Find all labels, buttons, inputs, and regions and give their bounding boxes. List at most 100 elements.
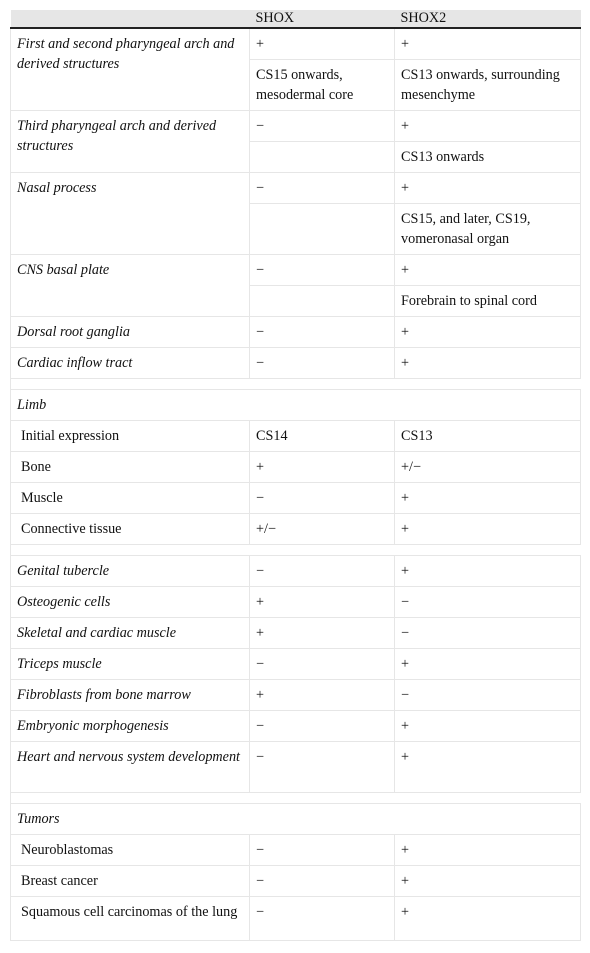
spacer-row: [10, 544, 581, 556]
shox2-detail: CS13 onwards, surrounding mesenchyme: [394, 59, 581, 111]
table-row: CS15, and later, CS19, vomeronasal organ: [11, 203, 581, 255]
shox-value: −: [249, 347, 395, 379]
shox2-detail: CS13 onwards: [394, 141, 581, 173]
table-row: Cardiac inflow tract − +: [10, 347, 581, 379]
row-label: Fibroblasts from bone marrow: [10, 679, 250, 711]
shox-value: −: [249, 865, 395, 897]
shox2-value: +: [394, 110, 581, 142]
row-label: CNS basal plate: [10, 254, 250, 317]
section-row-tumors: Tumors: [10, 803, 581, 835]
row-label: Breast cancer: [10, 865, 250, 897]
table-row: Muscle − +: [10, 482, 581, 514]
shox-value: −: [249, 316, 395, 348]
shox2-value: +: [394, 28, 581, 60]
shox-value: −: [249, 710, 395, 742]
shox2-value: +: [394, 513, 581, 545]
spacer-cell: [10, 792, 581, 804]
shox2-value: +: [394, 648, 581, 680]
section-row-limb: Limb: [10, 389, 581, 421]
shox2-value: +: [394, 316, 581, 348]
shox-detail: [249, 203, 395, 255]
row-label: Nasal process: [10, 172, 250, 255]
table-header-row: SHOX SHOX2: [10, 10, 581, 29]
table-row: Genital tubercle − +: [10, 555, 581, 587]
shox2-value: +: [394, 555, 581, 587]
row-label: Third pharyngeal arch and derived struct…: [10, 110, 250, 173]
shox2-value: CS13: [394, 420, 581, 452]
table-row: Skeletal and cardiac muscle + −: [10, 617, 581, 649]
shox2-value: +/−: [394, 451, 581, 483]
spacer-row: [10, 378, 581, 390]
table-row: Neuroblastomas − +: [10, 834, 581, 866]
shox2-value: −: [394, 679, 581, 711]
table-row: CS13 onwards: [11, 141, 581, 173]
expression-table: SHOX SHOX2 First and second pharyngeal a…: [10, 10, 581, 941]
spacer-cell: [10, 544, 581, 556]
shox-value: −: [249, 555, 395, 587]
table-row: Squamous cell carcinomas of the lung − +: [10, 896, 581, 941]
shox2-value: +: [394, 710, 581, 742]
header-empty: [10, 10, 250, 29]
row-label: Triceps muscle: [10, 648, 250, 680]
row-label: Initial expression: [10, 420, 250, 452]
table-row: Heart and nervous system development − +: [10, 741, 581, 793]
row-label: Osteogenic cells: [10, 586, 250, 618]
table-row: CS15 onwards, mesodermal core CS13 onwar…: [11, 59, 581, 111]
shox2-value: +: [394, 254, 581, 286]
shox2-value: −: [394, 586, 581, 618]
shox-value: −: [249, 482, 395, 514]
header-shox2: SHOX2: [394, 10, 581, 29]
shox2-detail: Forebrain to spinal cord: [394, 285, 581, 317]
spacer-cell: [10, 378, 581, 390]
row-label: Bone: [10, 451, 250, 483]
row-label: Heart and nervous system development: [10, 741, 250, 793]
header-shox: SHOX: [249, 10, 395, 29]
shox-detail: [249, 285, 395, 317]
section-label-limb: Limb: [10, 389, 581, 421]
table-row: Fibroblasts from bone marrow + −: [10, 679, 581, 711]
shox2-value: +: [394, 741, 581, 793]
spacer-row: [10, 792, 581, 804]
table-row: Triceps muscle − +: [10, 648, 581, 680]
row-label: Dorsal root ganglia: [10, 316, 250, 348]
table-row: Third pharyngeal arch and derived struct…: [10, 110, 581, 173]
expression-table-container: SHOX SHOX2 First and second pharyngeal a…: [10, 10, 581, 941]
shox2-value: +: [394, 834, 581, 866]
shox2-value: +: [394, 172, 581, 204]
shox-value: +: [249, 28, 395, 60]
shox2-value: +: [394, 347, 581, 379]
table-row: Embryonic morphogenesis − +: [10, 710, 581, 742]
shox2-value: +: [394, 482, 581, 514]
table-row: Connective tissue +/− +: [10, 513, 581, 545]
shox-value: +: [249, 617, 395, 649]
row-label: Connective tissue: [10, 513, 250, 545]
row-label: Genital tubercle: [10, 555, 250, 587]
shox2-value: −: [394, 617, 581, 649]
shox-value: +/−: [249, 513, 395, 545]
row-label: Embryonic morphogenesis: [10, 710, 250, 742]
shox-value: +: [249, 586, 395, 618]
row-label: Cardiac inflow tract: [10, 347, 250, 379]
shox2-value: +: [394, 865, 581, 897]
section-label-tumors: Tumors: [10, 803, 581, 835]
row-label: First and second pharyngeal arch and der…: [10, 28, 250, 111]
table-row: Bone + +/−: [10, 451, 581, 483]
shox-value: CS14: [249, 420, 395, 452]
shox-value: +: [249, 679, 395, 711]
table-row: First and second pharyngeal arch and der…: [10, 28, 581, 111]
shox-value: −: [249, 110, 395, 142]
row-label: Muscle: [10, 482, 250, 514]
shox-value: +: [249, 451, 395, 483]
row-label: Skeletal and cardiac muscle: [10, 617, 250, 649]
shox-value: −: [249, 648, 395, 680]
table-row: Osteogenic cells + −: [10, 586, 581, 618]
shox-detail: CS15 onwards, mesodermal core: [249, 59, 395, 111]
table-row: Dorsal root ganglia − +: [10, 316, 581, 348]
shox-value: −: [249, 741, 395, 793]
row-label: Squamous cell carcinomas of the lung: [10, 896, 250, 941]
shox-value: −: [249, 172, 395, 204]
table-row: Breast cancer − +: [10, 865, 581, 897]
shox2-detail: CS15, and later, CS19, vomeronasal organ: [394, 203, 581, 255]
shox-value: −: [249, 896, 395, 941]
shox-value: −: [249, 834, 395, 866]
